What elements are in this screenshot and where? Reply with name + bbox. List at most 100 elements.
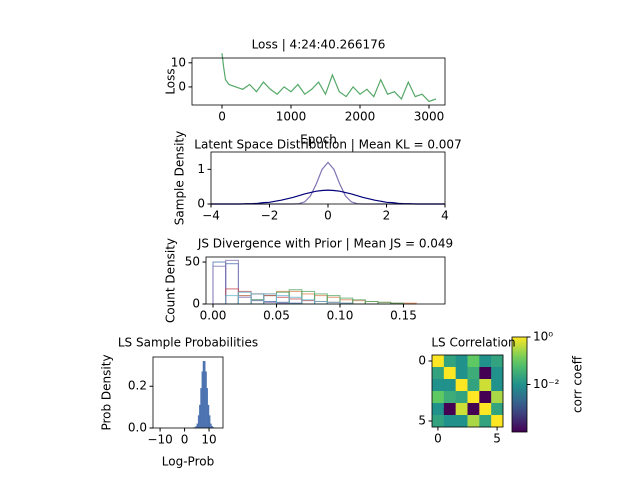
histogram-bar [225,263,239,305]
heatmap-cell [467,367,480,380]
histogram-bar [206,388,208,429]
x-tick-label: −10 [147,433,172,447]
axes-frame [205,256,446,305]
colorbar [511,336,528,433]
axes-title: LS Correlation [431,336,515,350]
x-tick-label: 0 [218,110,226,124]
x-tick-label: 0.15 [390,309,417,323]
histogram-bar [205,371,207,429]
histogram-bar [212,265,227,305]
y-axis-label: Sample Density [173,131,187,225]
histogram-bar [301,290,316,305]
heatmap-cell [491,379,504,392]
histogram-bar [210,423,212,429]
x-tick-label: 0 [181,433,189,447]
heatmap-cell [467,355,480,368]
y-axis-label: Loss [164,68,178,94]
histogram-bar [204,361,206,429]
heatmap-cell [432,391,445,404]
heatmap-cell [491,391,504,404]
panel: 0 1000 2000 3000 0 10 Loss | 4:24:40.266176 Epo… [164,38,446,147]
y-axis-label: Count Density [164,238,178,323]
axes-frame [191,57,446,106]
x-tick-label: 0 [434,432,442,446]
heatmap-cell [455,403,468,416]
histogram-bar [212,261,227,305]
x-tick-label: 0.10 [327,309,354,323]
histogram-bar [326,296,341,305]
heatmap-cell [479,367,492,380]
heatmap-cell [443,355,456,368]
histogram-bar [225,295,239,305]
colorbar-label: corr coeff [571,355,585,413]
x-tick-label: 1000 [276,110,307,124]
x-tick-label: 5 [493,432,501,446]
heatmap-cell [432,379,445,392]
axes-title: LS Sample Probabilities [118,336,258,350]
axes-title: JS Divergence with Prior | Mean JS = 0.0… [197,237,453,251]
histogram-bar [208,415,211,429]
heatmap-cell [479,403,492,416]
y-tick-label: 5 [418,414,426,428]
y-tick-label: 0 [192,297,200,311]
x-tick-label: 4 [441,209,449,223]
x-tick-label: 10 [201,433,216,447]
histogram-bar [301,300,316,305]
heatmap-cell [455,379,468,392]
x-tick-label: 3000 [414,110,445,124]
heatmap-cell [455,355,468,368]
histogram-bar [199,404,201,429]
heatmap-cell [467,391,480,404]
line-series [221,53,437,103]
histogram-bar [250,293,265,305]
histogram-bar [237,291,252,305]
heatmap-cell [443,415,456,428]
line-series [211,189,445,205]
heatmap-cell [432,415,445,428]
y-tick-label: 0 [418,354,426,368]
x-axis-label: Log-Prob [162,455,214,469]
heatmap-cell [479,415,492,428]
heatmap-cell [432,367,445,380]
histogram-bar [301,293,316,305]
y-tick-label: 1 [197,162,205,176]
axes-frame [210,151,446,205]
x-axis-label: Epoch [300,133,337,147]
axes-title: Loss | 4:24:40.266176 [252,38,386,52]
heatmap-cell [455,367,468,380]
heatmap-cell [479,391,492,404]
heatmap-cell [491,403,504,416]
histogram-bar [200,388,202,429]
heatmap-cell [443,367,456,380]
heatmap-cell [432,355,445,368]
histogram-bar [250,293,265,305]
panel: −4 −2 0 2 4 0 1 Latent Space Distribution | Mea… [173,131,462,225]
heatmap-cell [443,403,456,416]
x-tick-label: 2 [383,209,391,223]
x-tick-label: 0 [324,209,332,223]
y-tick-label: 0.2 [128,379,147,393]
heatmap-cell [455,391,468,404]
colorbar-tick-label: 10⁰ [533,330,553,344]
axes-frame [152,356,224,429]
heatmap-cell [467,403,480,416]
heatmap-cell [467,415,480,428]
heatmap-cell [479,379,492,392]
histogram-bar [250,300,265,305]
axes-title: Latent Space Distribution | Mean KL = 0.… [194,138,461,152]
histogram-bar [225,288,239,305]
x-tick-label: −4 [202,209,220,223]
y-tick-label: 10 [171,55,186,69]
y-tick-label: 0 [197,197,205,211]
y-tick-label: 0 [178,79,186,93]
histogram-bar [225,259,239,305]
axes-frame [431,354,504,428]
histogram-bar [250,293,265,305]
x-tick-label: −2 [261,209,279,223]
panel: −10 0 10 0.0 0.2 LS Sample Probabilities Log-P… [100,336,259,469]
heatmap-cell [491,355,504,368]
heatmap-cell [491,367,504,380]
x-tick-label: 2000 [345,110,376,124]
heatmap-cell [455,415,468,428]
